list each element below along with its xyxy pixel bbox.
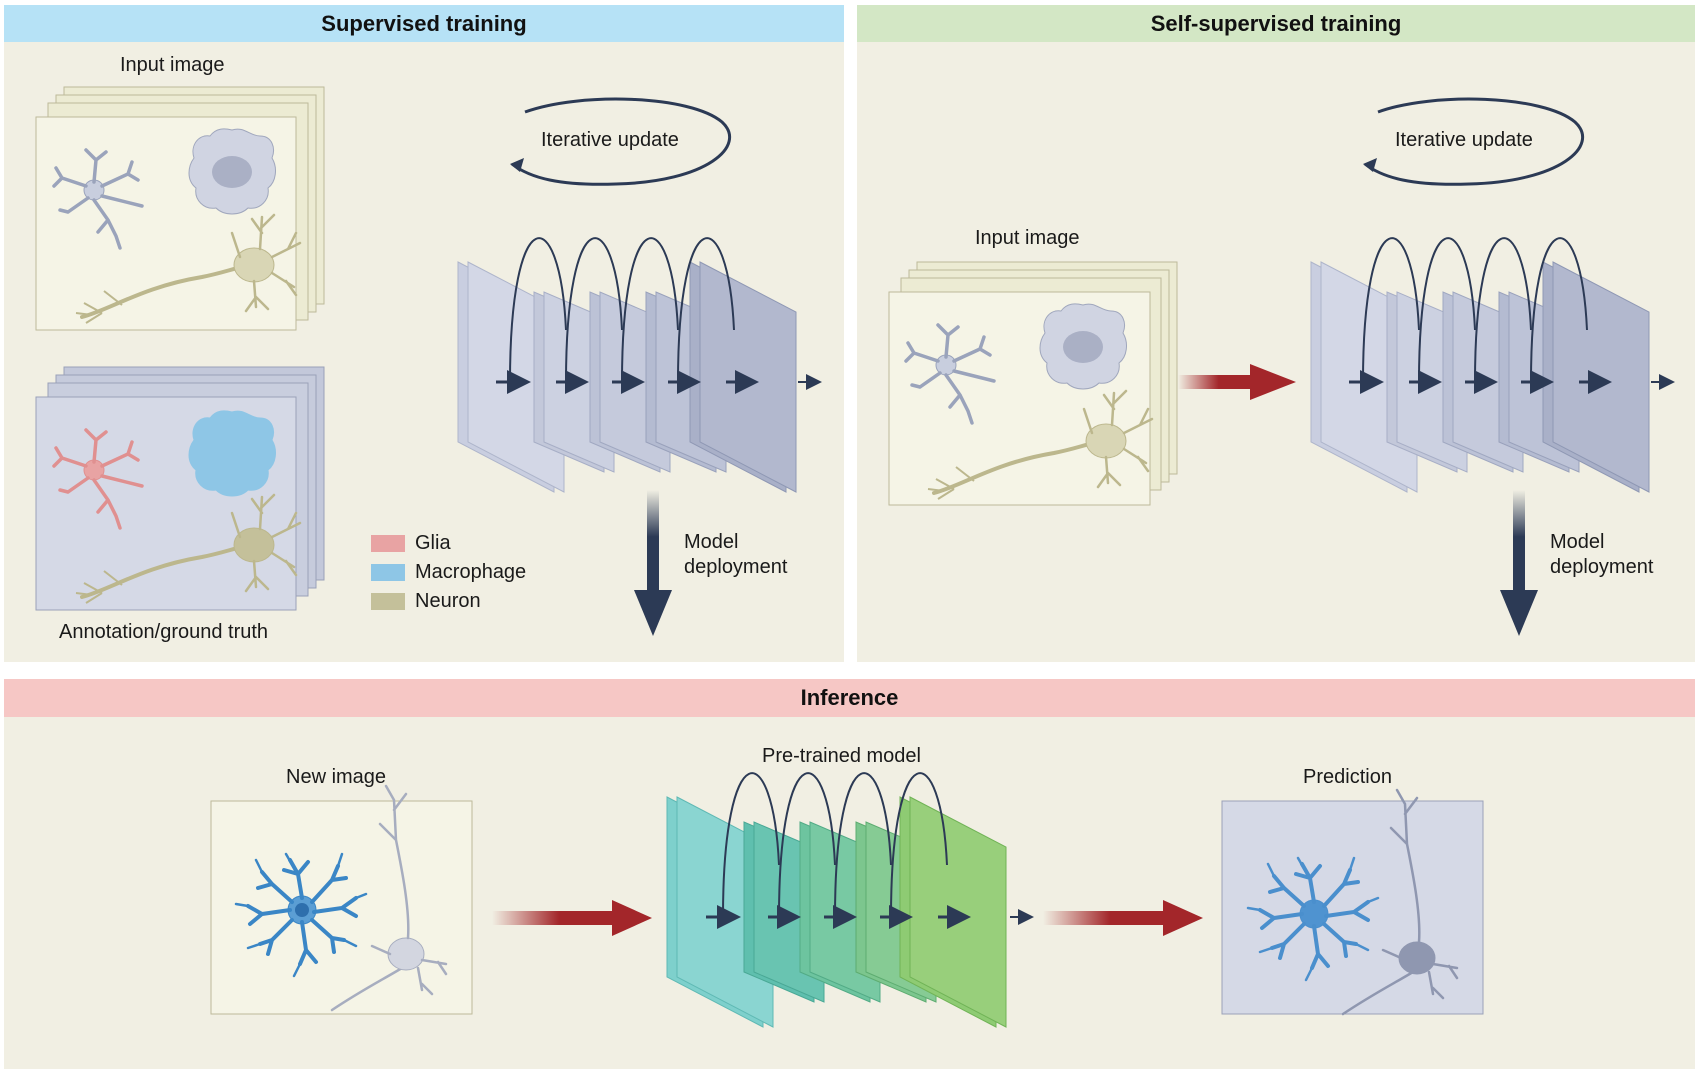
legend-label-neuron: Neuron <box>415 590 481 612</box>
supervised-training-title: Supervised training <box>321 10 527 36</box>
supervised-network <box>457 237 822 493</box>
supervised-deployment-label-line2: deployment <box>684 556 788 578</box>
self-supervised-training-title: Self-supervised training <box>1150 10 1402 36</box>
legend-swatch-macrophage <box>371 564 405 581</box>
self-supervised-iterative-loop <box>1363 97 1585 186</box>
legend-label-macrophage: Macrophage <box>415 561 527 583</box>
supervised-iterative-update-label: Iterative update <box>541 129 679 151</box>
annotation-ground-truth-stack <box>35 366 325 611</box>
inference-input-arrow <box>492 900 652 936</box>
legend-swatch-glia <box>371 535 405 552</box>
inference-output-arrow <box>1043 900 1203 936</box>
prediction-label: Prediction <box>1303 766 1392 788</box>
self-supervised-deployment-label-line1: Model <box>1550 531 1605 553</box>
supervised-input-image-stack <box>35 86 325 331</box>
pretrained-model-network <box>666 772 1034 1028</box>
new-image-box <box>210 784 473 1015</box>
pretrained-model-label: Pre-trained model <box>762 745 921 767</box>
legend-label-glia: Glia <box>415 532 451 554</box>
self-supervised-deployment-label-line2: deployment <box>1550 556 1654 578</box>
supervised-deployment-arrow <box>634 490 672 636</box>
self-supervised-training-header: Self-supervised training <box>857 5 1695 42</box>
self-supervised-input-image-label: Input image <box>975 227 1080 249</box>
supervised-training-header: Supervised training <box>4 5 844 42</box>
supervised-deployment-label-line1: Model <box>684 531 739 553</box>
legend-item-glia: Glia <box>371 532 451 555</box>
supervised-input-image-label: Input image <box>120 54 225 76</box>
inference-header: Inference <box>4 679 1695 717</box>
inference-title: Inference <box>800 685 899 710</box>
legend-item-macrophage: Macrophage <box>371 561 526 584</box>
annotation-ground-truth-label: Annotation/ground truth <box>59 621 269 643</box>
legend-swatch-neuron <box>371 593 405 610</box>
supervised-iterative-loop <box>510 97 732 186</box>
self-supervised-network <box>1310 237 1675 493</box>
self-supervised-input-arrow <box>1178 364 1296 400</box>
self-supervised-input-image-stack <box>888 261 1178 506</box>
self-supervised-iterative-update-label: Iterative update <box>1395 129 1533 151</box>
new-image-label: New image <box>286 766 387 788</box>
legend-item-neuron: Neuron <box>371 590 481 613</box>
self-supervised-deployment-arrow <box>1500 490 1538 636</box>
prediction-box <box>1221 788 1484 1016</box>
